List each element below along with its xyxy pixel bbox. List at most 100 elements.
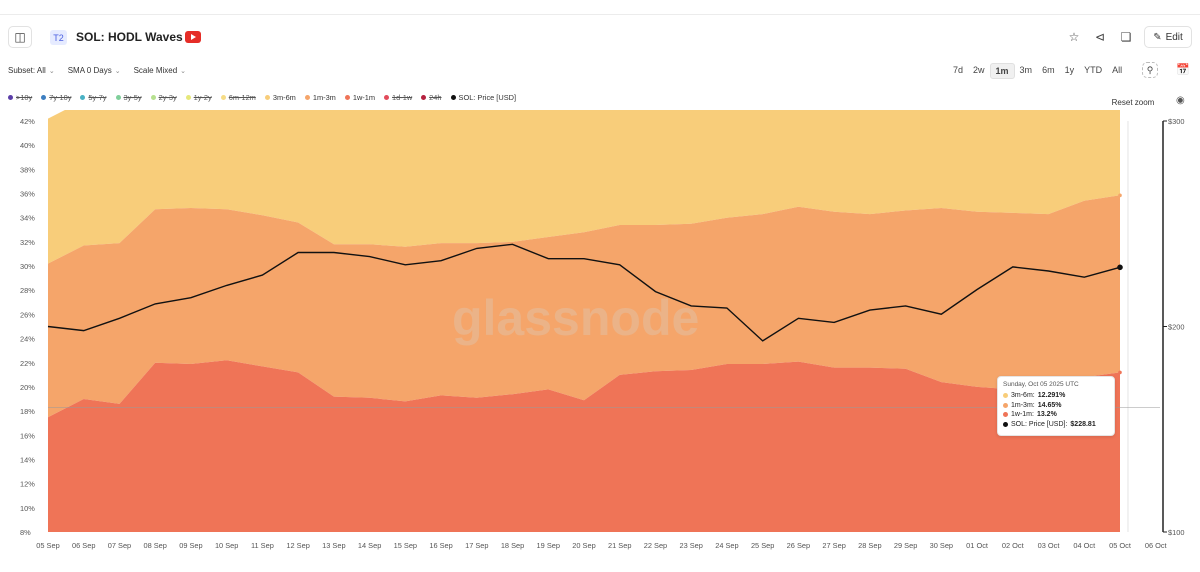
range-6m[interactable]: 6m — [1042, 65, 1055, 75]
star-icon[interactable]: ☆ — [1062, 26, 1086, 48]
x-tick-label: 01 Oct — [966, 541, 988, 550]
y-tick-label: 42% — [20, 117, 35, 126]
legend-item[interactable]: SOL: Price [USD] — [450, 93, 516, 102]
page-title: SOL: HODL Waves — [76, 30, 183, 44]
y-tick-label: 10% — [20, 504, 35, 513]
x-tick-label: 17 Sep — [465, 541, 488, 550]
x-tick-label: 20 Sep — [572, 541, 595, 550]
legend-dot — [150, 95, 156, 100]
tooltip-label: SOL: Price [USD]: — [1011, 420, 1068, 428]
subset-dropdown[interactable]: Subset: All ⌄ — [8, 66, 55, 75]
copy-icon[interactable]: ❏ — [1114, 26, 1138, 48]
legend-label: 1d-1w — [392, 93, 413, 102]
tooltip-row: 1m-3m: 14.65% — [1003, 401, 1109, 411]
area-1m-3m — [48, 195, 1120, 418]
pencil-icon: ✎ — [1153, 31, 1162, 43]
x-tick-label: 05 Sep — [36, 541, 59, 550]
legend-dot — [8, 95, 13, 100]
tooltip-value: 13.2% — [1036, 411, 1057, 418]
range-7d[interactable]: 7d — [953, 65, 964, 75]
watermark: glassnode — [452, 290, 699, 346]
legend-item[interactable]: 1y-2y — [185, 93, 212, 102]
legend-label: 1m-3m — [312, 93, 336, 102]
y-tick-label: 34% — [20, 214, 35, 223]
tooltip-value: 12.291% — [1037, 392, 1066, 399]
tooltip-row: 1w-1m: 13.2% — [1003, 410, 1109, 420]
legend-item[interactable]: 24h — [421, 93, 442, 102]
tooltip-dot — [1003, 412, 1008, 418]
legend-item[interactable]: 1w-1m — [344, 93, 376, 102]
range-1m[interactable]: 1m — [989, 63, 1015, 79]
sma-dropdown[interactable]: SMA 0 Days ⌄ — [68, 66, 121, 75]
area-layers — [48, 110, 1160, 532]
y-tick-label: 26% — [20, 310, 35, 319]
legend-item[interactable]: 2y-3y — [150, 93, 177, 102]
calendar-icon[interactable]: 📅 — [1176, 64, 1190, 76]
hodl-waves-chart[interactable]: glassnode 8% 10% 12% 14% 16% 18% 20% 22% 24% 26% 2… — [0, 110, 1200, 560]
y-tick-label: 30% — [20, 262, 35, 271]
legend-dot — [304, 95, 310, 100]
x-tick-label: 14 Sep — [358, 541, 381, 550]
tooltip-value: 14.65% — [1037, 401, 1062, 409]
range-2w[interactable]: 2w — [973, 65, 985, 75]
y-tick-label: 8% — [20, 528, 31, 537]
legend-dot — [421, 95, 427, 100]
legend-label: 2y-3y — [158, 93, 177, 102]
area-3m-6m — [48, 110, 1120, 264]
legend-label: 1w-1m — [352, 93, 376, 102]
legend-item[interactable]: 3y-5y — [115, 93, 142, 102]
chevron-down-icon: ⌄ — [48, 68, 55, 75]
legend-item[interactable]: 1m-3m — [304, 93, 336, 102]
range-ytd[interactable]: YTD — [1084, 65, 1103, 75]
camera-icon[interactable]: ◉ — [1176, 95, 1185, 106]
range-all[interactable]: All — [1112, 65, 1123, 75]
tooltip-row: SOL: Price [USD]: $228.81 — [1003, 420, 1109, 430]
legend-label: 7y-10y — [49, 93, 72, 102]
youtube-icon[interactable] — [185, 31, 201, 43]
x-tick-label: 15 Sep — [394, 541, 417, 550]
y-tick-label: 24% — [20, 335, 35, 344]
sidebar-toggle-icon[interactable]: ◫ — [8, 26, 32, 48]
reset-zoom-button[interactable]: Reset zoom — [1111, 97, 1155, 107]
price-hover-dot — [1117, 264, 1123, 271]
x-tick-label: 10 Sep — [215, 541, 238, 550]
legend-label: >10y — [16, 93, 33, 102]
y-tick-label: 38% — [20, 165, 35, 174]
legend-item[interactable]: >10y — [8, 93, 32, 102]
legend-item[interactable]: 5y-7y — [80, 93, 107, 102]
x-tick-label: 19 Sep — [537, 541, 560, 550]
legend-label: 3m-6m — [272, 93, 296, 102]
tooltip-dot — [1003, 393, 1008, 399]
share-icon[interactable]: ⊲ — [1088, 26, 1112, 48]
range-3m[interactable]: 3m — [1019, 65, 1033, 75]
x-tick-label: 06 Sep — [72, 541, 95, 550]
legend-item[interactable]: 6m-12m — [220, 93, 256, 102]
y-tick-label: 28% — [20, 286, 35, 295]
y-tick-label: 20% — [20, 383, 35, 392]
legend-dot — [450, 95, 456, 100]
area-1w-1m — [48, 360, 1120, 532]
area-hover-dot — [1118, 370, 1122, 375]
x-tick-label: 24 Sep — [715, 541, 738, 550]
y-axis-left: 8% 10% 12% 14% 16% 18% 20% 22% 24% 26% 28% 30% 32% 34… — [20, 117, 35, 537]
edit-button[interactable]: ✎ Edit — [1144, 26, 1192, 48]
x-tick-label: 16 Sep — [429, 541, 452, 550]
time-range-selector: 7d 2w 1m 3m 6m 1y YTD All — [948, 63, 1127, 79]
legend-dot — [80, 95, 86, 100]
subset-label: Subset: All — [8, 66, 46, 75]
edit-label: Edit — [1165, 31, 1183, 43]
legend-item[interactable]: 3m-6m — [264, 93, 296, 102]
tooltip-dot — [1003, 402, 1008, 408]
y-tick-label: 12% — [20, 480, 35, 489]
zoom-select-icon[interactable]: ⚲ — [1142, 62, 1158, 78]
legend-label: 1y-2y — [193, 93, 212, 102]
x-tick-label: 29 Sep — [894, 541, 917, 550]
range-1y[interactable]: 1y — [1064, 65, 1075, 75]
x-tick-label: 06 Oct — [1145, 541, 1167, 550]
legend-item[interactable]: 1d-1w — [384, 93, 412, 102]
scale-dropdown[interactable]: Scale Mixed ⌄ — [134, 66, 186, 75]
x-tick-label: 02 Oct — [1002, 541, 1024, 550]
legend-item[interactable]: 7y-10y — [41, 93, 71, 102]
x-tick-label: 11 Sep — [251, 541, 274, 550]
chevron-down-icon: ⌄ — [180, 68, 187, 75]
